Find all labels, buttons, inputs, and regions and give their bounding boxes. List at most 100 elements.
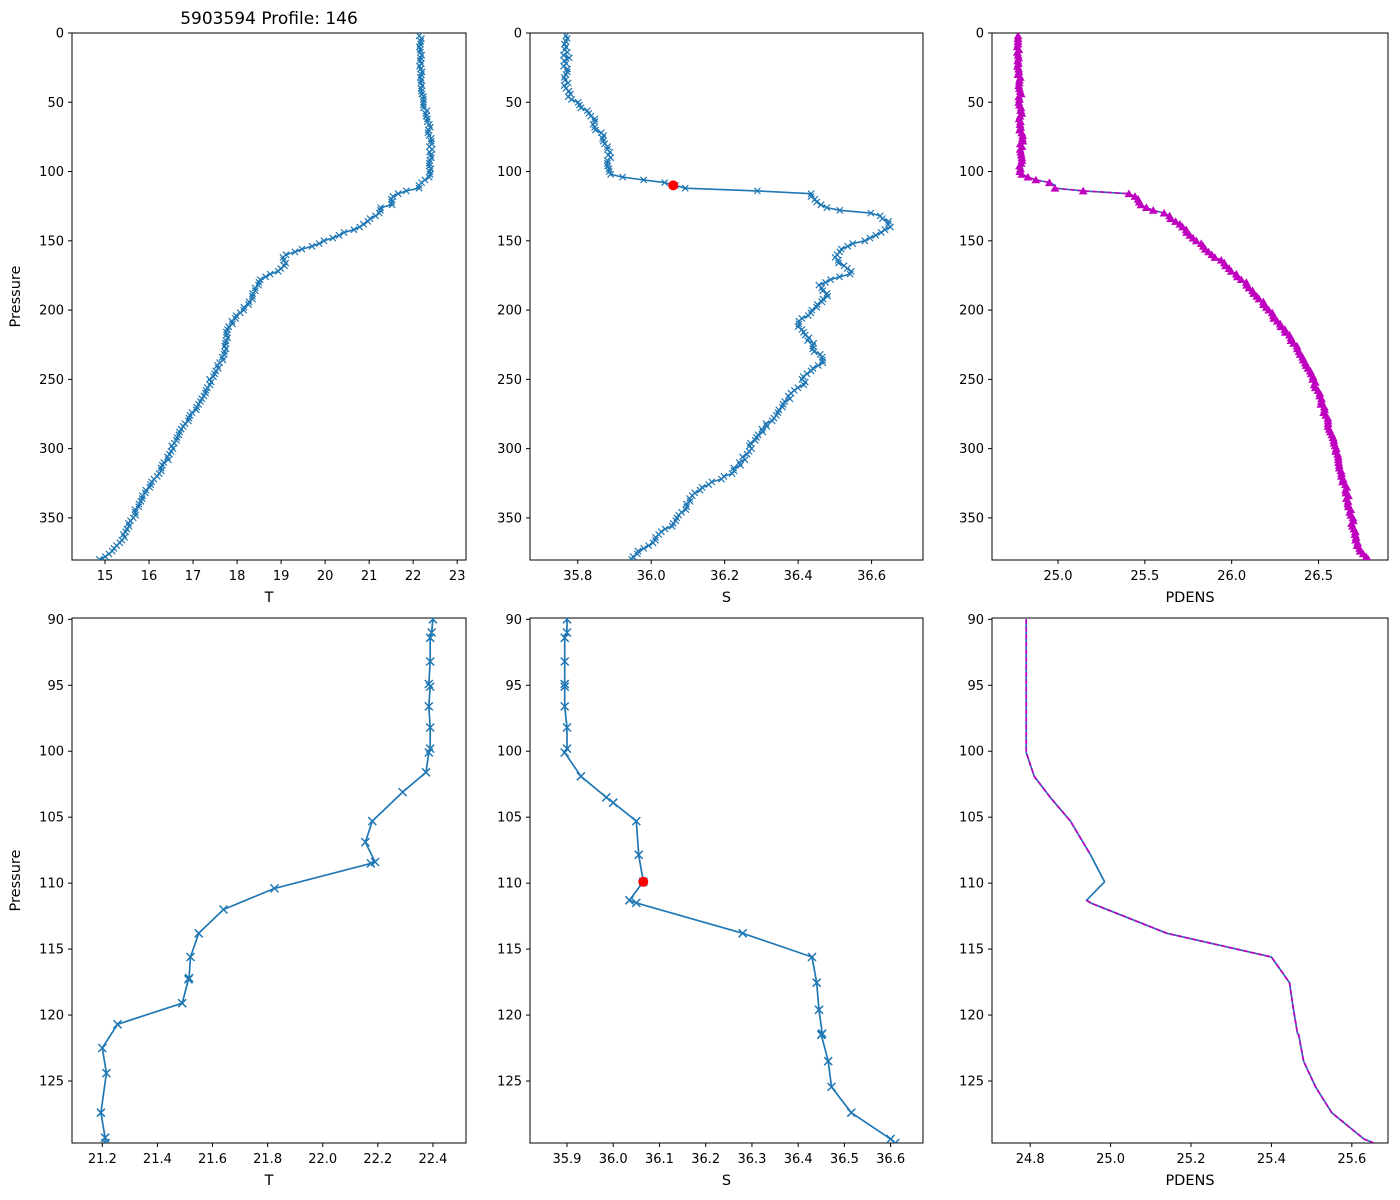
x-tick-label: 22.2	[363, 1152, 392, 1167]
y-tick-label: 350	[959, 511, 984, 526]
x-tick-label: 25.0	[1096, 1152, 1125, 1167]
x-tick-label: 36.0	[637, 569, 666, 584]
axes-density-profile-full: 25.0 25.5 26.0 26.5 0 50 100 150 200 250 300 350 PDE…	[959, 27, 1389, 606]
y-tick-label: 105	[497, 811, 522, 826]
y-tick-label: 95	[47, 679, 64, 694]
y-tick-label: 115	[959, 943, 984, 958]
x-tick-label: 18	[229, 569, 246, 584]
figure-title: 5903594 Profile: 146	[180, 9, 358, 29]
x-tick-label: 25.6	[1337, 1152, 1366, 1167]
y-tick-label: 100	[497, 745, 522, 760]
y-axis-label: Pressure	[8, 265, 24, 327]
series-markers-salinity	[559, 33, 895, 560]
y-tick-label: 125	[39, 1075, 64, 1090]
x-tick-label: 19	[273, 569, 290, 584]
y-tick-label: 150	[39, 234, 64, 249]
series-line-pdens-cleaned	[1054, 187, 1370, 560]
x-tick-label: 36.0	[599, 1152, 628, 1167]
y-tick-label: 250	[39, 373, 64, 388]
x-tick-label: 23	[449, 569, 466, 584]
y-tick-label: 90	[47, 613, 64, 628]
y-tick-label: 100	[39, 165, 64, 180]
y-tick-label: 0	[514, 27, 522, 42]
x-tick-label: 36.3	[737, 1152, 766, 1167]
y-tick-label: 50	[967, 96, 984, 111]
x-tick-label: 15	[97, 569, 114, 584]
x-tick-label: 25.0	[1044, 569, 1073, 584]
x-tick-label: 36.2	[691, 1152, 720, 1167]
y-tick-label: 300	[497, 442, 522, 457]
plot-frame	[71, 617, 467, 1144]
outlier-point-marker	[638, 876, 649, 887]
x-tick-label: 35.9	[553, 1152, 582, 1167]
x-axis-label: PDENS	[1165, 1173, 1214, 1189]
axes-temperature-profile-full: 15 16 17 18 19 20 21 22 23 0 50 100 150 200 250 300 350 T…	[8, 9, 467, 606]
series-line-temperature-zoom	[100, 619, 434, 1143]
y-tick-label: 95	[967, 679, 984, 694]
y-tick-label: 50	[47, 96, 64, 111]
series-line-pdens-zoom-cleaned	[1086, 899, 1375, 1143]
x-tick-label: 20	[317, 569, 334, 584]
y-tick-label: 115	[497, 943, 522, 958]
x-tick-label: 36.6	[876, 1152, 905, 1167]
x-tick-label: 22.0	[308, 1152, 337, 1167]
x-tick-label: 25.4	[1257, 1152, 1286, 1167]
y-tick-label: 300	[959, 442, 984, 457]
x-axis-label: T	[264, 1173, 274, 1189]
y-tick-label: 100	[497, 165, 522, 180]
series-line-salinity-zoom	[563, 619, 896, 1143]
x-tick-label: 26.5	[1304, 569, 1333, 584]
plot-frame	[71, 32, 467, 561]
y-tick-label: 100	[959, 745, 984, 760]
x-tick-label: 25.2	[1177, 1152, 1206, 1167]
y-tick-label: 120	[497, 1009, 522, 1024]
y-tick-label: 105	[959, 811, 984, 826]
outlier-point-marker	[668, 180, 679, 191]
y-tick-label: 300	[39, 442, 64, 457]
y-tick-label: 115	[39, 943, 64, 958]
y-tick-label: 110	[39, 877, 64, 892]
y-tick-label: 150	[497, 234, 522, 249]
x-tick-label: 24.8	[1016, 1152, 1045, 1167]
series-markers-temperature-zoom	[96, 618, 438, 1143]
y-tick-label: 250	[959, 373, 984, 388]
y-tick-label: 100	[959, 165, 984, 180]
x-tick-label: 26.0	[1217, 569, 1246, 584]
x-tick-label: 17	[185, 569, 202, 584]
x-tick-label: 21.4	[143, 1152, 172, 1167]
x-axis-label: T	[264, 590, 274, 606]
x-tick-label: 21.8	[253, 1152, 282, 1167]
x-tick-label: 36.5	[830, 1152, 859, 1167]
y-tick-label: 250	[497, 373, 522, 388]
y-axis-label: Pressure	[8, 849, 24, 911]
axes-salinity-profile-zoom: 35.9 36.0 36.1 36.2 36.3 36.4 36.5 36.6 90 95 100 1…	[497, 613, 924, 1189]
y-tick-label: 90	[505, 613, 522, 628]
y-tick-label: 110	[959, 877, 984, 892]
y-tick-label: 110	[497, 877, 522, 892]
y-tick-label: 90	[967, 613, 984, 628]
y-tick-label: 125	[497, 1075, 522, 1090]
series-line-pdens-zoom-cleaned	[1025, 619, 1092, 856]
series-markers-salinity-zoom	[560, 618, 900, 1143]
x-tick-label: 35.8	[563, 569, 592, 584]
y-tick-label: 100	[39, 745, 64, 760]
axes-temperature-profile-zoom: 21.2 21.4 21.6 21.8 22.0 22.2 22.4 90 95 100 105 11…	[8, 613, 467, 1189]
plot-frame	[529, 32, 924, 561]
y-tick-label: 125	[959, 1075, 984, 1090]
series-line-pdens-original	[1016, 35, 1370, 560]
x-tick-label: 25.5	[1130, 569, 1159, 584]
y-tick-label: 0	[56, 27, 64, 42]
x-tick-label: 21	[361, 569, 378, 584]
x-tick-label: 21.6	[198, 1152, 227, 1167]
x-tick-label: 22	[405, 569, 422, 584]
series-markers-pdens-cleaned	[1012, 33, 1372, 560]
y-tick-label: 105	[39, 811, 64, 826]
plot-frame	[991, 617, 1389, 1144]
y-tick-label: 95	[505, 679, 522, 694]
axes-salinity-profile-full: 35.8 36.0 36.2 36.4 36.6 0 50 100 150 200 250 300 35…	[497, 27, 924, 606]
series-line-temperature	[99, 35, 433, 560]
plot-frame	[991, 32, 1389, 561]
plot-frame	[529, 617, 924, 1144]
x-tick-label: 21.2	[88, 1152, 117, 1167]
